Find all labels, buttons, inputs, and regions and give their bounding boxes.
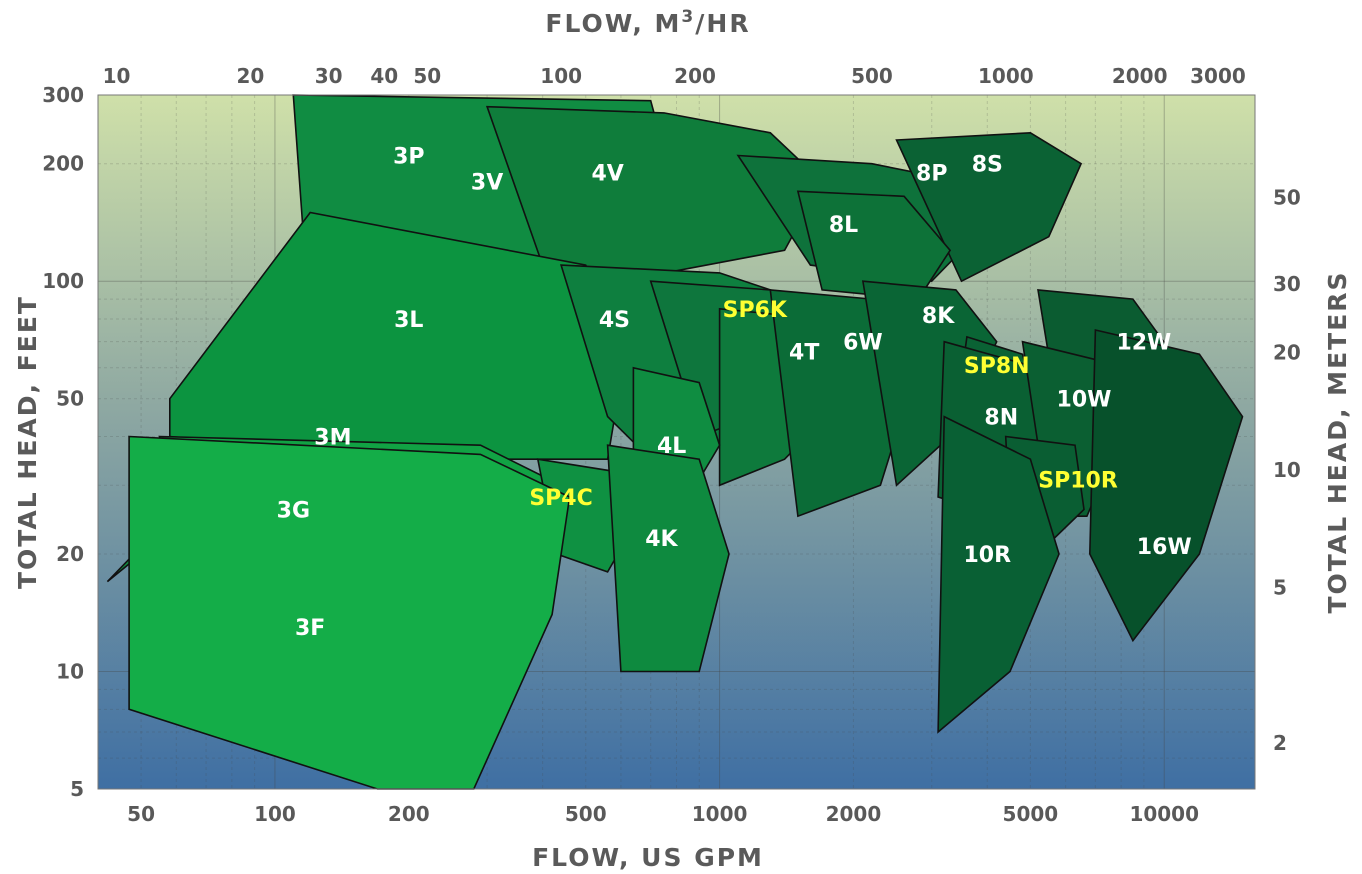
pump-label-3p: 3P <box>393 144 424 169</box>
pump-label-16w: 16W <box>1137 535 1192 560</box>
x-top-tick-label: 40 <box>370 64 398 88</box>
pump-region-16w <box>1088 328 1244 643</box>
x-bottom-tick-label: 5000 <box>1003 802 1059 826</box>
pump-region-10r <box>937 415 1060 734</box>
y-left-tick-label: 300 <box>42 83 84 107</box>
pump-label-4l: 4L <box>657 434 686 459</box>
y-right-tick-label: 20 <box>1273 341 1301 365</box>
x-top-tick-label: 20 <box>236 64 264 88</box>
x-axis-bottom-title: FLOW, US GPM <box>532 843 764 872</box>
x-bottom-tick-label: 200 <box>388 802 430 826</box>
pump-label-3m: 3M <box>314 426 351 451</box>
pump-label-sp8n: SP8N <box>964 354 1030 379</box>
x-bottom-tick-label: 10000 <box>1129 802 1199 826</box>
pump-label-6w: 6W <box>843 331 883 356</box>
y-right-tick-label: 30 <box>1273 272 1301 296</box>
pump-label-sp10r: SP10R <box>1038 469 1118 494</box>
y-left-tick-label: 100 <box>42 269 84 293</box>
x-bottom-tick-label: 1000 <box>692 802 748 826</box>
pump-label-8s: 8S <box>972 153 1003 178</box>
pump-label-10r: 10R <box>964 543 1012 568</box>
x-top-tick-label: 3000 <box>1190 64 1246 88</box>
pump-label-sp6k: SP6K <box>723 298 788 323</box>
pump-label-4v: 4V <box>591 161 623 186</box>
pump-region-3f <box>128 435 571 790</box>
x-bottom-tick-label: 100 <box>254 802 296 826</box>
x-top-tick-label: 500 <box>851 64 893 88</box>
x-top-tick-label: 50 <box>413 64 441 88</box>
y-left-tick-label: 20 <box>56 542 84 566</box>
pump-label-8p: 8P <box>916 161 947 186</box>
pump-label-8l: 8L <box>829 213 858 238</box>
y-left-tick-label: 50 <box>56 387 84 411</box>
y-axis-left-title: TOTAL HEAD, FEET <box>13 295 42 589</box>
pump-label-10w: 10W <box>1057 388 1112 413</box>
pump-regions <box>106 94 1244 790</box>
pump-label-3v: 3V <box>471 171 503 196</box>
x-top-tick-label: 200 <box>674 64 716 88</box>
pump-label-12w: 12W <box>1116 331 1171 356</box>
pump-region-8s <box>895 131 1083 283</box>
y-left-tick-label: 10 <box>56 660 84 684</box>
pump-region-4k <box>606 444 730 673</box>
x-bottom-tick-label: 50 <box>127 802 155 826</box>
pump-label-sp4c: SP4C <box>529 486 592 511</box>
plot-frame <box>97 94 1256 790</box>
x-top-tick-label: 1000 <box>978 64 1034 88</box>
x-top-tick-label: 30 <box>315 64 343 88</box>
pump-label-4t: 4T <box>789 341 819 366</box>
axis-ticks: 50 100 200 500 1000 2000 5000 10000 10 20 30 40 50 10… <box>42 64 1301 826</box>
pump-region-8l <box>796 190 952 300</box>
y-left-tick-label: 200 <box>42 152 84 176</box>
y-right-tick-label: 5 <box>1273 576 1287 600</box>
y-right-tick-label: 2 <box>1273 731 1287 755</box>
pump-label-3f: 3F <box>295 616 325 641</box>
x-top-tick-label: 10 <box>103 64 131 88</box>
x-top-tick-label: 100 <box>540 64 582 88</box>
pump-label-3l: 3L <box>394 308 423 333</box>
pump-label-3g: 3G <box>277 499 310 524</box>
y-axis-right-title: TOTAL HEAD, METERS <box>1323 270 1352 613</box>
pump-label-8n: 8N <box>984 406 1018 431</box>
x-axis-top-title: FLOW, M3/HR <box>545 7 750 38</box>
x-bottom-tick-label: 500 <box>565 802 607 826</box>
x-top-tick-label: 2000 <box>1112 64 1168 88</box>
y-left-tick-label: 5 <box>70 777 84 801</box>
y-right-tick-label: 50 <box>1273 185 1301 209</box>
pump-label-8k: 8K <box>922 304 955 329</box>
pump-label-4s: 4S <box>599 308 630 333</box>
y-right-tick-label: 10 <box>1273 458 1301 482</box>
x-bottom-tick-label: 2000 <box>826 802 882 826</box>
pump-label-4k: 4K <box>645 527 678 552</box>
